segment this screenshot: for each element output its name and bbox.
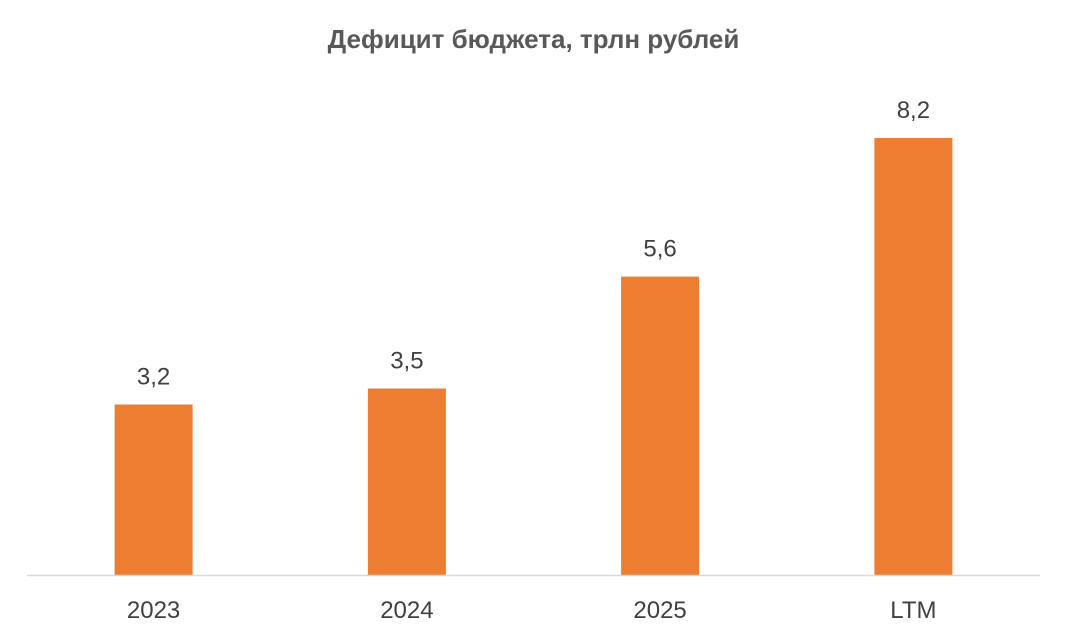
x-tick-label-2024: 2024 [380,597,433,624]
x-tick-label-2023: 2023 [127,597,180,624]
bar-2025 [621,276,700,575]
bar-2024 [367,388,446,575]
x-tick-label-2025: 2025 [633,597,686,624]
data-label-2023: 3,2 [137,364,170,391]
chart-title: Дефицит бюджета, трлн рублей [327,24,740,54]
data-label-ltm: 8,2 [897,97,930,124]
bar-2023 [114,404,193,575]
x-tick-label-ltm: LTM [890,597,936,624]
bar-ltm [874,138,953,575]
data-label-2024: 3,5 [390,348,423,375]
data-label-2025: 5,6 [643,236,676,263]
